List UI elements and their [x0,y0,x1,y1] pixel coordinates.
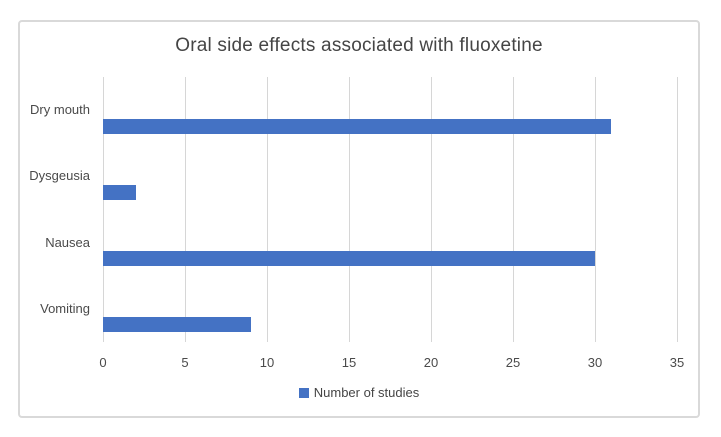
x-tick-label: 0 [99,355,107,370]
x-tick-label: 10 [259,355,275,370]
gridline [185,77,186,342]
x-tick-label: 30 [587,355,603,370]
legend-swatch-icon [298,388,309,398]
gridline [267,77,268,342]
gridline [513,77,514,342]
plot-area [103,77,678,342]
category-label: Dry mouth [30,102,90,118]
bar [103,317,251,333]
gridline [349,77,350,342]
bar [103,251,595,267]
category-label: Dysgeusia [29,168,90,184]
category-label: Nausea [45,234,90,250]
chart-frame: Oral side effects associated with fluoxe… [18,20,700,418]
x-tick-label: 15 [341,355,357,370]
gridline [103,77,104,342]
x-tick-label: 35 [669,355,685,370]
legend-label: Number of studies [313,385,420,400]
x-axis-tick-labels: 0 5 10 15 20 25 30 35 [99,355,684,371]
y-axis-category-labels: Dry mouth Dysgeusia Nausea Vomiting [20,77,90,342]
category-label: Vomiting [40,300,90,316]
x-tick-label: 20 [423,355,439,370]
gridline [677,77,678,342]
bar [103,118,612,134]
gridline [431,77,432,342]
x-tick-label: 5 [181,355,189,370]
x-tick-label: 25 [505,355,521,370]
legend: Number of studies [20,386,698,400]
bar [103,184,136,200]
chart-title: Oral side effects associated with fluoxe… [175,35,543,56]
gridline [595,77,596,342]
